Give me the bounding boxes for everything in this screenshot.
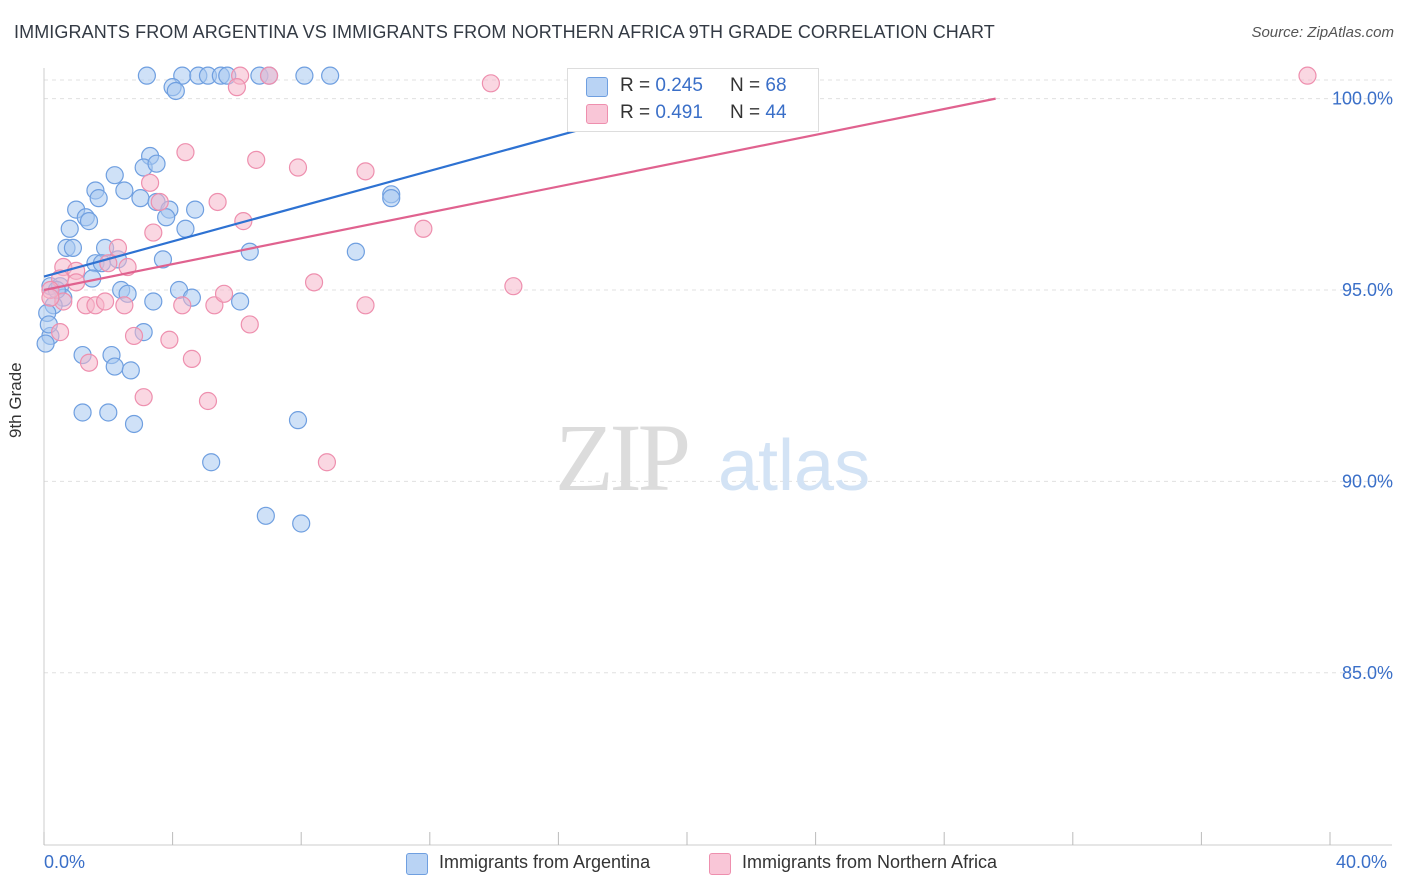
data-point-northern-africa bbox=[227, 78, 246, 97]
data-point-northern-africa bbox=[140, 173, 160, 192]
chart-title: IMMIGRANTS FROM ARGENTINA VS IMMIGRANTS … bbox=[14, 22, 995, 42]
legend-label: Immigrants from Argentina bbox=[439, 852, 651, 872]
data-point-argentina bbox=[288, 411, 308, 430]
data-point-argentina bbox=[60, 219, 79, 238]
x-tick-label-min: 0.0% bbox=[44, 852, 86, 872]
data-point-argentina bbox=[256, 506, 275, 525]
r-value: 0.245 bbox=[655, 75, 703, 96]
data-point-northern-africa bbox=[79, 353, 99, 372]
data-point-argentina bbox=[73, 403, 92, 422]
data-point-northern-africa bbox=[504, 277, 523, 296]
data-point-argentina bbox=[231, 292, 250, 311]
n-value: 44 bbox=[765, 102, 787, 123]
n-label: N = bbox=[730, 75, 766, 96]
data-point-northern-africa bbox=[247, 150, 266, 169]
data-point-argentina bbox=[292, 514, 311, 533]
northern-africa-swatch bbox=[586, 104, 608, 124]
data-point-argentina bbox=[157, 208, 176, 227]
chart-source: Source: ZipAtlas.com bbox=[1251, 24, 1394, 41]
data-point-northern-africa bbox=[214, 284, 234, 303]
data-point-northern-africa bbox=[481, 74, 500, 93]
data-point-argentina bbox=[63, 238, 83, 257]
data-point-northern-africa bbox=[50, 323, 70, 342]
watermark-atlas: atlas bbox=[718, 426, 870, 506]
data-point-argentina bbox=[99, 403, 118, 422]
data-point-northern-africa bbox=[124, 326, 144, 346]
data-point-argentina bbox=[79, 212, 99, 231]
data-point-argentina bbox=[115, 181, 134, 200]
data-point-argentina bbox=[124, 414, 144, 434]
data-point-northern-africa bbox=[288, 158, 308, 177]
r-label: R = bbox=[620, 75, 656, 96]
data-point-northern-africa bbox=[208, 192, 227, 212]
data-point-argentina bbox=[121, 361, 140, 380]
data-point-northern-africa bbox=[144, 223, 163, 242]
stats-legend: R = 0.245 N = 68 R = 0.491 N = 44 bbox=[567, 68, 819, 132]
data-point-argentina bbox=[131, 189, 150, 208]
x-tick-label-max: 40.0% bbox=[1336, 852, 1388, 872]
data-point-northern-africa bbox=[356, 162, 375, 181]
data-point-argentina bbox=[147, 154, 166, 173]
watermark-zip: ZIP bbox=[555, 404, 688, 511]
trend-line-northern-africa bbox=[43, 97, 996, 292]
data-point-argentina bbox=[186, 200, 205, 219]
data-point-northern-africa bbox=[1298, 66, 1317, 85]
data-point-northern-africa bbox=[160, 330, 179, 349]
data-point-argentina bbox=[153, 250, 173, 269]
data-point-argentina bbox=[321, 66, 340, 85]
data-point-argentina bbox=[166, 81, 185, 101]
legend-label: Immigrants from Northern Africa bbox=[742, 852, 998, 872]
data-point-northern-africa bbox=[134, 388, 153, 407]
data-point-northern-africa bbox=[95, 292, 115, 311]
argentina-swatch bbox=[406, 853, 428, 875]
data-point-argentina bbox=[105, 166, 124, 185]
data-point-argentina bbox=[89, 189, 108, 208]
data-point-northern-africa bbox=[150, 192, 169, 212]
y-tick-label: 95.0% bbox=[1342, 280, 1393, 300]
r-value: 0.491 bbox=[655, 102, 703, 123]
r-label: R = bbox=[620, 102, 656, 123]
n-label: N = bbox=[730, 102, 766, 123]
data-point-northern-africa bbox=[240, 315, 259, 334]
data-point-argentina bbox=[105, 357, 124, 376]
data-point-northern-africa bbox=[317, 453, 337, 472]
data-point-argentina bbox=[382, 189, 401, 208]
data-point-northern-africa bbox=[356, 296, 375, 315]
data-point-northern-africa bbox=[304, 273, 324, 292]
data-point-argentina bbox=[202, 453, 221, 472]
data-point-northern-africa bbox=[259, 66, 279, 85]
argentina-swatch bbox=[586, 77, 608, 97]
data-point-argentina bbox=[137, 66, 156, 85]
data-point-argentina bbox=[295, 66, 314, 85]
data-point-northern-africa bbox=[198, 391, 218, 411]
data-point-argentina bbox=[144, 292, 163, 311]
northern-africa-swatch bbox=[709, 853, 731, 875]
data-point-northern-africa bbox=[176, 143, 195, 162]
data-point-northern-africa bbox=[41, 288, 60, 307]
y-tick-label: 100.0% bbox=[1332, 89, 1393, 109]
data-point-northern-africa bbox=[414, 219, 433, 238]
y-tick-label: 85.0% bbox=[1342, 663, 1393, 683]
data-point-northern-africa bbox=[173, 296, 192, 315]
n-value: 68 bbox=[765, 75, 787, 96]
y-axis-label: 9th Grade bbox=[6, 362, 25, 438]
data-point-northern-africa bbox=[115, 296, 134, 315]
data-point-northern-africa bbox=[182, 349, 201, 368]
data-point-argentina bbox=[346, 242, 365, 261]
data-point-argentina bbox=[176, 219, 195, 238]
data-point-argentina bbox=[240, 242, 259, 261]
data-point-argentina bbox=[36, 334, 55, 353]
y-tick-label: 90.0% bbox=[1342, 471, 1393, 491]
